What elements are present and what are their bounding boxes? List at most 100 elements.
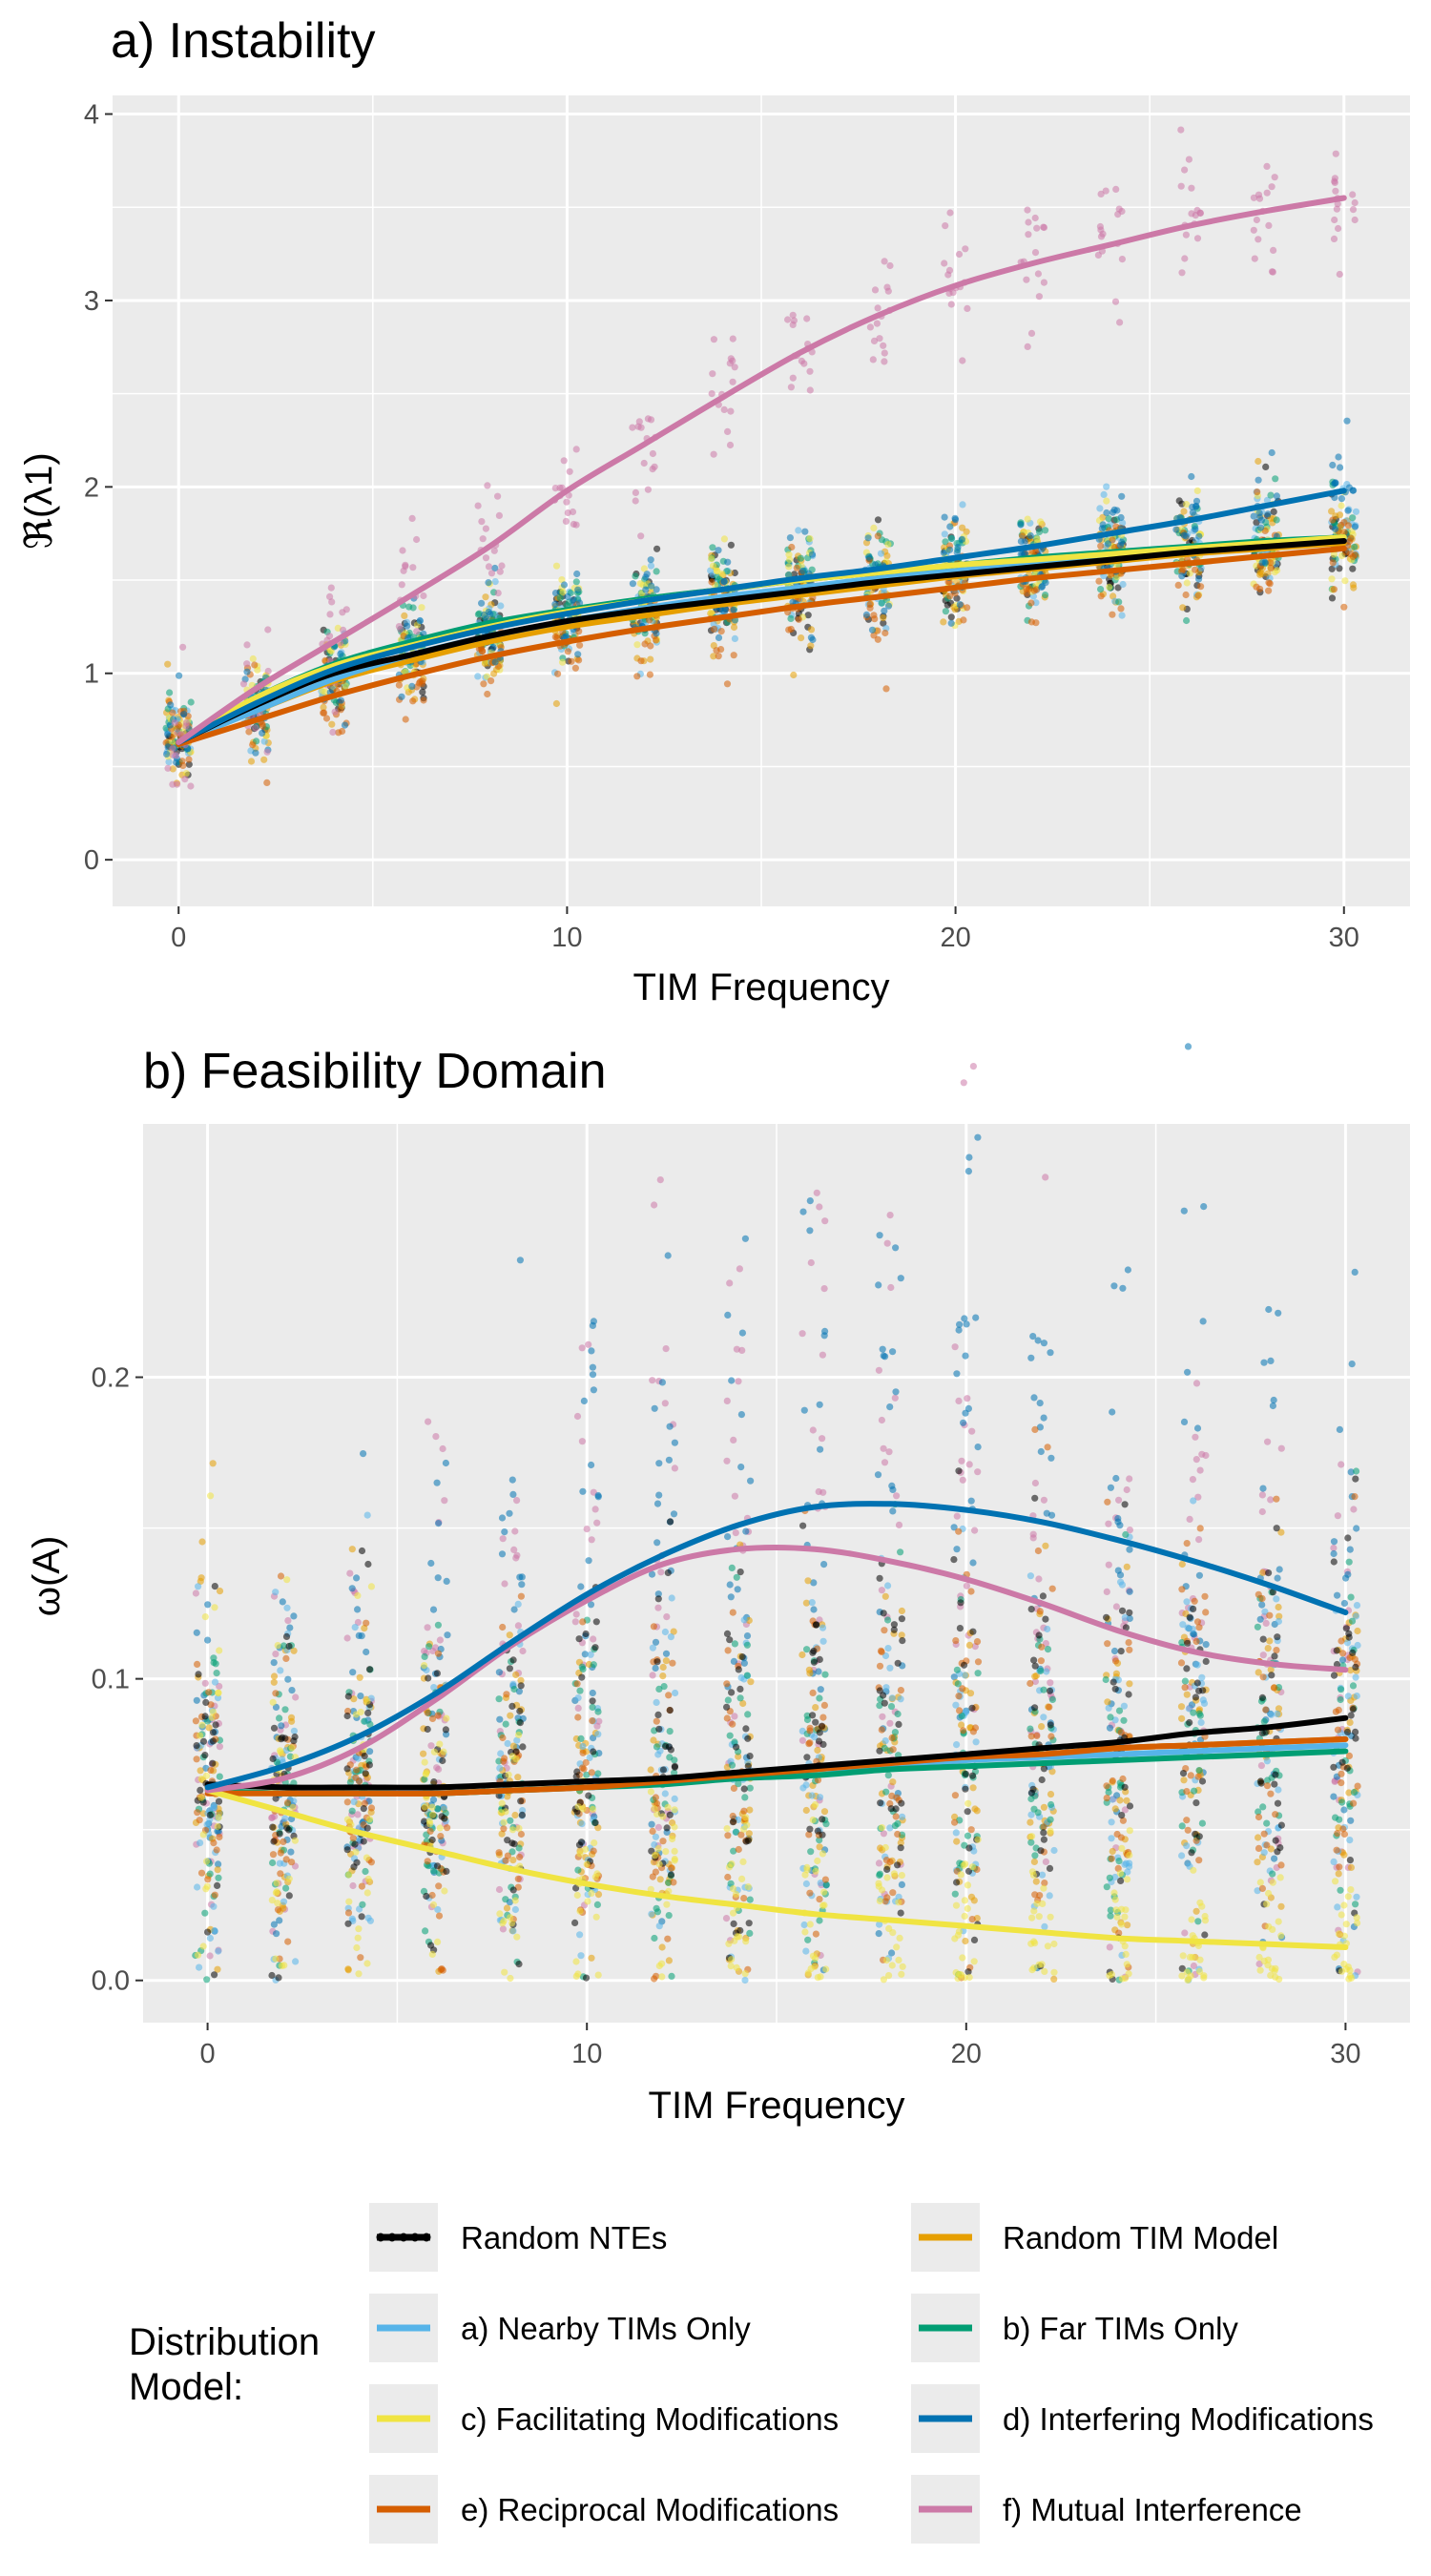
data-point — [947, 613, 955, 621]
data-point — [210, 1654, 218, 1662]
data-point — [1097, 542, 1105, 550]
data-point — [1200, 1699, 1209, 1707]
data-point — [955, 1467, 963, 1475]
data-point — [1017, 521, 1025, 529]
data-point — [1115, 205, 1123, 213]
data-point — [951, 1343, 959, 1351]
data-point — [1349, 1706, 1357, 1714]
data-point — [442, 1459, 449, 1467]
data-point — [1272, 1811, 1279, 1818]
data-point — [1201, 1592, 1209, 1600]
data-point — [564, 509, 571, 517]
data-point — [582, 1758, 590, 1767]
data-point — [1190, 1709, 1197, 1716]
data-point — [268, 1897, 276, 1904]
data-point — [960, 1727, 967, 1735]
data-point — [951, 1813, 959, 1820]
data-point — [1353, 1525, 1360, 1532]
data-point — [1047, 1721, 1054, 1729]
data-point — [283, 1604, 291, 1611]
data-point — [474, 502, 482, 509]
data-point — [499, 1920, 507, 1927]
data-point — [1031, 1704, 1039, 1712]
data-point — [962, 1860, 969, 1868]
data-point — [367, 1804, 376, 1812]
data-point — [816, 1896, 823, 1903]
data-point — [724, 1533, 732, 1541]
data-point — [1192, 497, 1201, 505]
data-point — [1035, 1631, 1043, 1639]
data-point — [647, 1788, 655, 1796]
data-point — [347, 1821, 355, 1829]
data-point — [739, 1699, 747, 1708]
data-point — [950, 1556, 958, 1564]
data-point — [1112, 1474, 1120, 1483]
data-point — [214, 1822, 221, 1831]
data-point — [517, 1592, 526, 1600]
data-point — [1277, 1861, 1285, 1869]
data-point — [209, 1460, 217, 1467]
data-point — [575, 628, 583, 635]
data-point — [1188, 472, 1195, 481]
data-point — [1349, 206, 1358, 214]
data-point — [1177, 1659, 1186, 1667]
data-point — [882, 1788, 890, 1796]
data-point — [645, 616, 653, 624]
data-point — [498, 562, 506, 570]
data-point — [726, 441, 735, 449]
data-point — [1192, 503, 1200, 510]
data-point — [1047, 1454, 1055, 1462]
data-point — [1106, 1874, 1113, 1881]
data-point — [435, 1882, 443, 1890]
data-point — [947, 534, 956, 543]
data-point — [1027, 599, 1035, 607]
data-point — [892, 1244, 900, 1252]
data-point — [1330, 1538, 1338, 1546]
data-point — [424, 1709, 431, 1716]
data-point — [964, 1799, 972, 1807]
data-point — [512, 1554, 520, 1562]
data-point — [328, 598, 336, 606]
data-point — [969, 1063, 977, 1070]
data-point — [1110, 1282, 1118, 1290]
data-point — [276, 1917, 283, 1924]
data-point — [961, 1672, 969, 1679]
data-point — [1342, 1921, 1350, 1928]
data-point — [1029, 1534, 1037, 1542]
data-point — [194, 1660, 201, 1668]
data-point — [592, 1913, 600, 1921]
data-point — [179, 761, 187, 770]
data-point — [892, 1805, 900, 1813]
data-point — [746, 1806, 754, 1814]
data-point — [1338, 1637, 1345, 1645]
data-point — [499, 1734, 507, 1742]
data-point — [1047, 1349, 1054, 1357]
data-point — [1122, 1530, 1130, 1539]
data-point — [497, 602, 505, 610]
data-point — [428, 1803, 436, 1811]
data-point — [670, 1879, 677, 1886]
data-point — [499, 1535, 507, 1543]
data-point — [724, 1873, 732, 1881]
data-point — [346, 1778, 354, 1786]
data-point — [1104, 1498, 1111, 1506]
data-point — [1179, 1952, 1187, 1960]
legend-label: d) Interfering Modifications — [1003, 2401, 1374, 2437]
data-point — [434, 1938, 442, 1945]
data-point — [1340, 1806, 1348, 1814]
data-point — [1197, 583, 1205, 591]
data-point — [1121, 1806, 1129, 1814]
data-point — [1337, 464, 1344, 471]
data-point — [247, 758, 256, 765]
legend-label: a) Nearby TIMs Only — [461, 2311, 751, 2346]
data-point — [800, 1406, 808, 1414]
data-point — [1177, 1703, 1186, 1711]
data-point — [351, 1840, 359, 1848]
data-point — [1027, 1572, 1034, 1580]
data-point — [441, 1497, 448, 1505]
data-point — [1103, 483, 1110, 490]
data-point — [1338, 1911, 1345, 1919]
data-point — [337, 696, 344, 704]
data-point — [974, 1836, 982, 1843]
data-point — [801, 1871, 809, 1879]
